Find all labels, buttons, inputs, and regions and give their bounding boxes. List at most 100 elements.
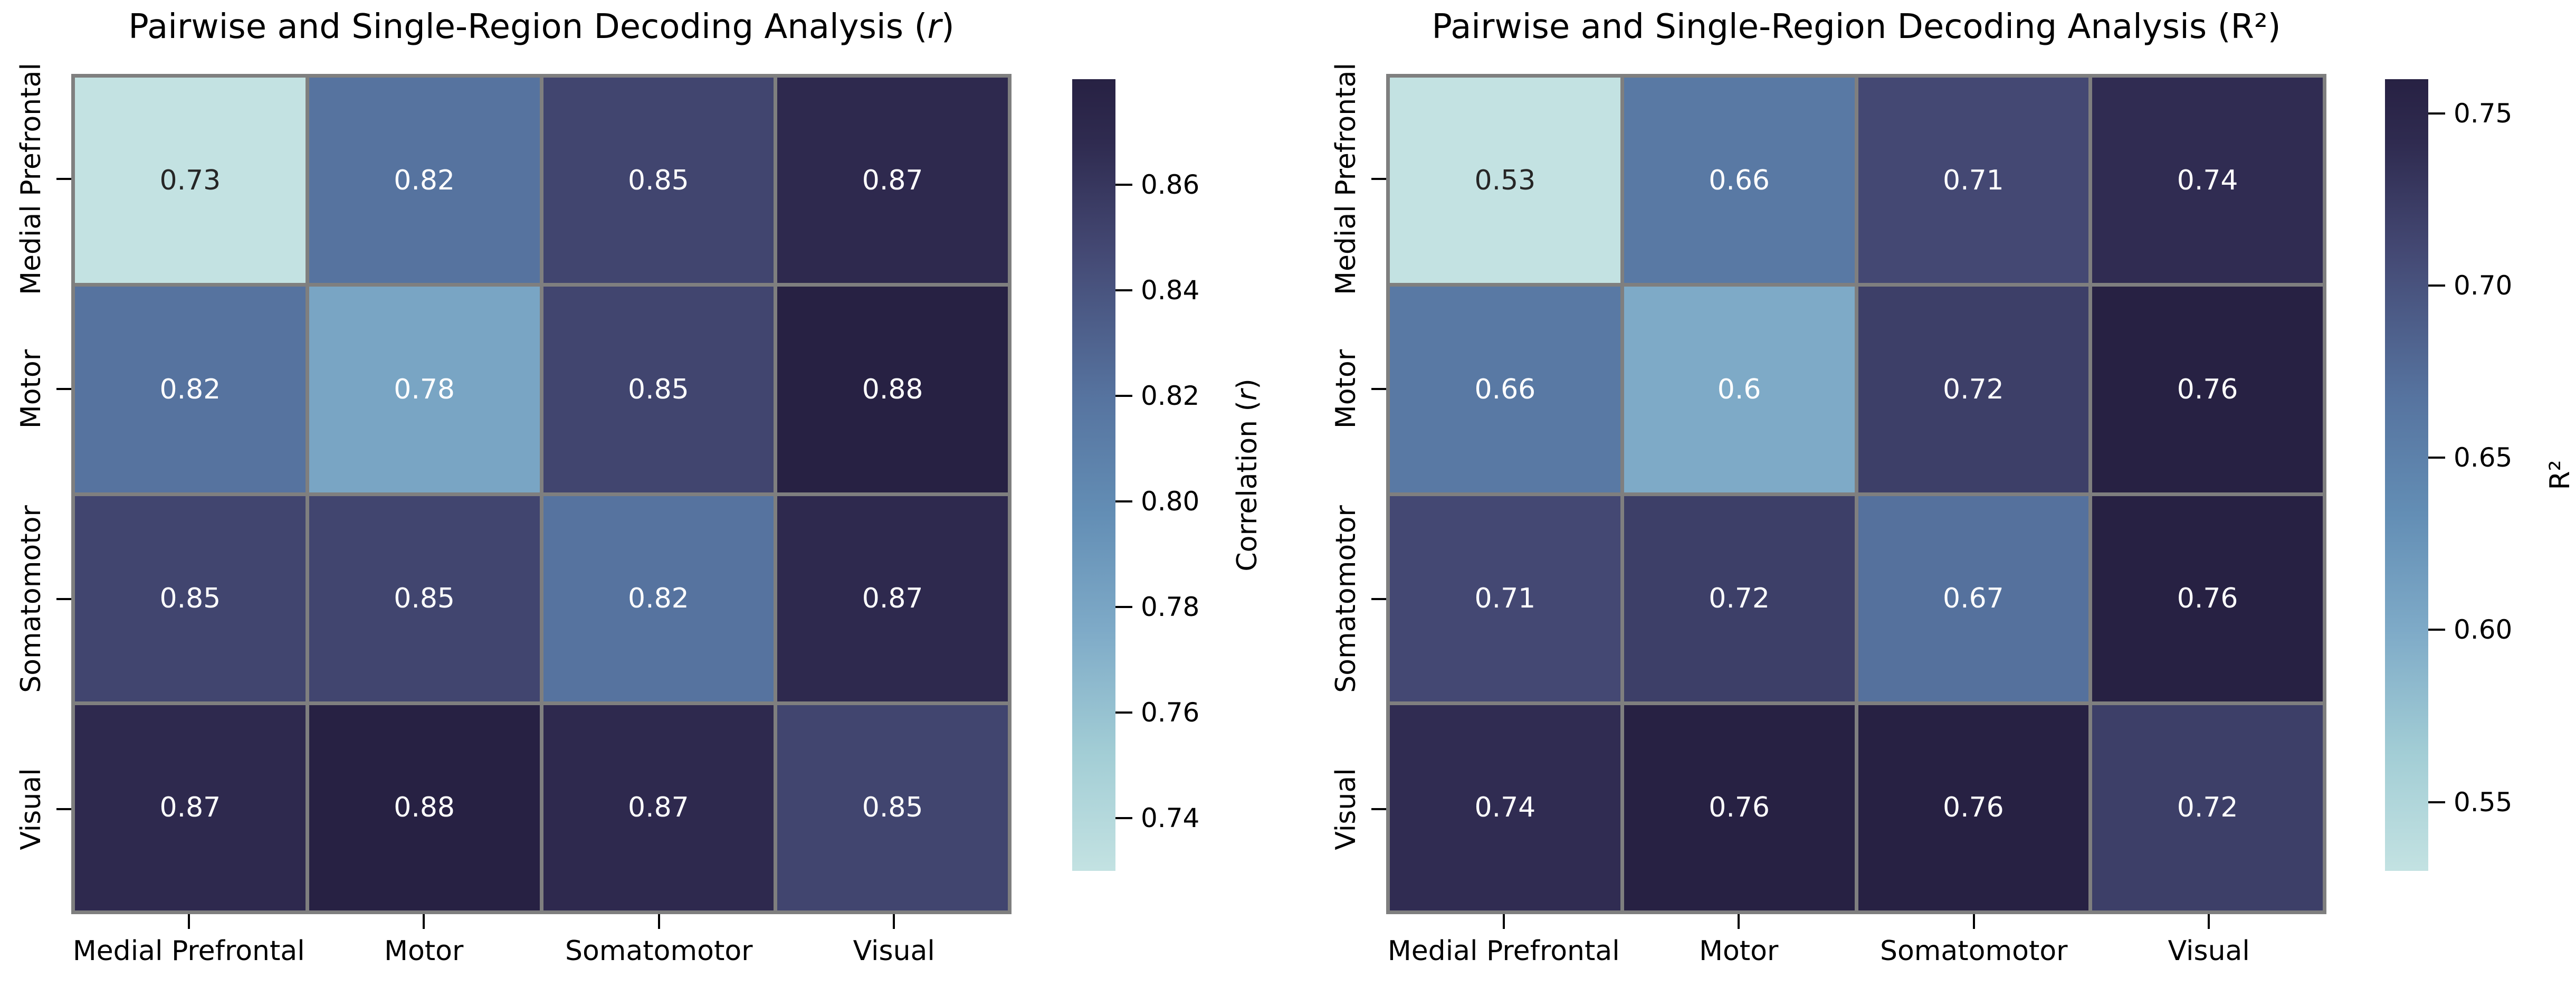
cell-value: 0.87 (159, 792, 221, 824)
heatmap-cell: 0.76 (1624, 705, 1855, 910)
x-tick-label: Somatomotor (1879, 935, 2068, 967)
cell-value: 0.78 (394, 373, 455, 405)
title-text: Pairwise and Single-Region Decoding Anal… (1432, 7, 2281, 46)
heatmap-cell: 0.53 (1390, 78, 1620, 283)
heatmap-cell: 0.66 (1390, 287, 1620, 492)
heatmap-cell: 0.87 (777, 78, 1008, 283)
title-text: Pairwise and Single-Region Decoding Anal… (128, 7, 928, 46)
x-tick-label: Visual (853, 935, 935, 967)
heatmap-cell: 0.6 (1624, 287, 1855, 492)
colorbar-tick-mark (2428, 284, 2445, 287)
cell-value: 0.87 (627, 792, 689, 824)
y-tick-mark (56, 598, 71, 600)
colorbar-tick-label: 0.86 (1141, 169, 1200, 200)
y-tick-label: Medial Prefrontal (15, 63, 47, 295)
heatmap-cell: 0.76 (1858, 705, 2089, 910)
cell-value: 0.74 (2177, 164, 2238, 196)
cell-value: 0.66 (1474, 373, 1536, 405)
heatmap-cell: 0.74 (2092, 78, 2323, 283)
colorbar-tick-label: 0.60 (2454, 614, 2513, 646)
y-tick-mark (56, 808, 71, 810)
cell-value: 0.88 (862, 373, 923, 405)
heatmap-cell: 0.82 (543, 496, 774, 701)
colorbar-label-text: Correlation ( (1232, 401, 1263, 572)
heatmap-cell: 0.85 (309, 496, 540, 701)
cell-value: 0.76 (2177, 583, 2238, 615)
heatmap-cell: 0.66 (1624, 78, 1855, 283)
y-tick-mark (1371, 178, 1386, 180)
colorbar-tick-mark (2428, 112, 2445, 115)
heatmap-cell: 0.71 (1390, 496, 1620, 701)
heatmap-cell: 0.85 (777, 705, 1008, 910)
heatmap-cell: 0.76 (2092, 287, 2323, 492)
x-tick-label: Medial Prefrontal (72, 935, 305, 967)
heatmap-cell: 0.88 (777, 287, 1008, 492)
heatmap-cell: 0.87 (777, 496, 1008, 701)
x-tick-mark (1972, 914, 1975, 929)
cell-value: 0.85 (394, 583, 455, 615)
chart-title-correlation: Pairwise and Single-Region Decoding Anal… (71, 8, 1012, 45)
heatmap-cell: 0.78 (309, 287, 540, 492)
y-tick-mark (56, 178, 71, 180)
title-suffix: ) (941, 7, 955, 46)
heatmap-cell: 0.72 (1858, 287, 2089, 492)
cell-value: 0.71 (1474, 583, 1536, 615)
cell-value: 0.88 (394, 792, 455, 824)
heatmap-cell: 0.87 (543, 705, 774, 910)
colorbar-tick-label: 0.78 (1141, 592, 1200, 622)
colorbar-tick-label: 0.74 (1141, 803, 1200, 833)
x-tick-mark (893, 914, 895, 929)
heatmap-cell: 0.82 (75, 287, 306, 492)
colorbar-gradient (2385, 79, 2428, 871)
cell-value: 0.76 (2177, 373, 2238, 405)
colorbar-tick-label: 0.84 (1141, 275, 1200, 306)
cell-value: 0.85 (862, 792, 923, 824)
colorbar-tick-mark (2428, 629, 2445, 631)
x-tick-label: Visual (2168, 935, 2250, 967)
colorbar-tick-mark (2428, 457, 2445, 459)
cell-value: 0.72 (2177, 792, 2238, 824)
y-tick-label: Motor (1330, 349, 1362, 429)
colorbar-tick-mark (1115, 500, 1132, 502)
y-tick-label: Medial Prefrontal (1330, 63, 1362, 295)
colorbar-tick-label: 0.65 (2454, 442, 2513, 473)
x-tick-mark (1502, 914, 1505, 929)
colorbar-tick-label: 0.55 (2454, 786, 2513, 818)
colorbar-tick-mark (1115, 606, 1132, 608)
colorbar-tick-label: 0.70 (2454, 270, 2513, 301)
x-tick-label: Somatomotor (565, 935, 753, 967)
heatmap-grid: 0.73 0.82 0.85 0.87 0.82 0.78 0.85 0.88 0.85 0.85… (71, 74, 1012, 914)
cell-value: 0.76 (1709, 792, 1770, 824)
heatmap-cell: 0.67 (1858, 496, 2089, 701)
cell-value: 0.72 (1709, 583, 1770, 615)
cell-value: 0.87 (862, 164, 923, 196)
y-tick-mark (1371, 598, 1386, 600)
cell-value: 0.71 (1942, 164, 2004, 196)
colorbar-tick-mark (2428, 801, 2445, 803)
heatmap-cell: 0.85 (543, 78, 774, 283)
cell-value: 0.87 (862, 583, 923, 615)
x-tick-mark (657, 914, 660, 929)
cell-value: 0.66 (1709, 164, 1770, 196)
y-tick-mark (1371, 808, 1386, 810)
title-italic-var: r (927, 7, 941, 46)
y-tick-label: Somatomotor (15, 505, 47, 693)
y-tick-label: Somatomotor (1330, 505, 1362, 693)
heatmap-cell: 0.74 (1390, 705, 1620, 910)
colorbar-tick-mark (1115, 395, 1132, 397)
colorbar-tick-mark (1115, 817, 1132, 819)
heatmap-cell: 0.76 (2092, 496, 2323, 701)
heatmap-cell: 0.85 (543, 287, 774, 492)
cell-value: 0.82 (627, 583, 689, 615)
y-tick-mark (1371, 388, 1386, 390)
colorbar-tick-mark (1115, 711, 1132, 714)
colorbar-tick-mark (1115, 289, 1132, 291)
cell-value: 0.85 (627, 164, 689, 196)
colorbar-tick-label: 0.82 (1141, 381, 1200, 411)
heatmap-cell: 0.72 (2092, 705, 2323, 910)
y-tick-label: Visual (1330, 768, 1362, 850)
cell-value: 0.6 (1717, 373, 1761, 405)
colorbar-tick-label: 0.80 (1141, 486, 1200, 517)
colorbar-label-italic-var: r (1232, 389, 1263, 401)
